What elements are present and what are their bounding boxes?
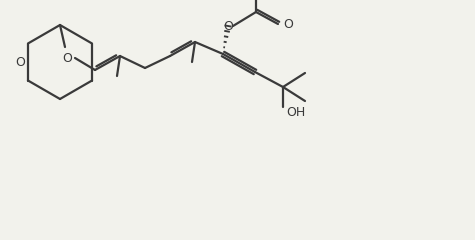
Text: O: O: [283, 18, 293, 30]
Text: O: O: [223, 19, 233, 32]
Text: O: O: [15, 55, 25, 68]
Text: OH: OH: [286, 107, 305, 120]
Text: O: O: [62, 52, 72, 65]
